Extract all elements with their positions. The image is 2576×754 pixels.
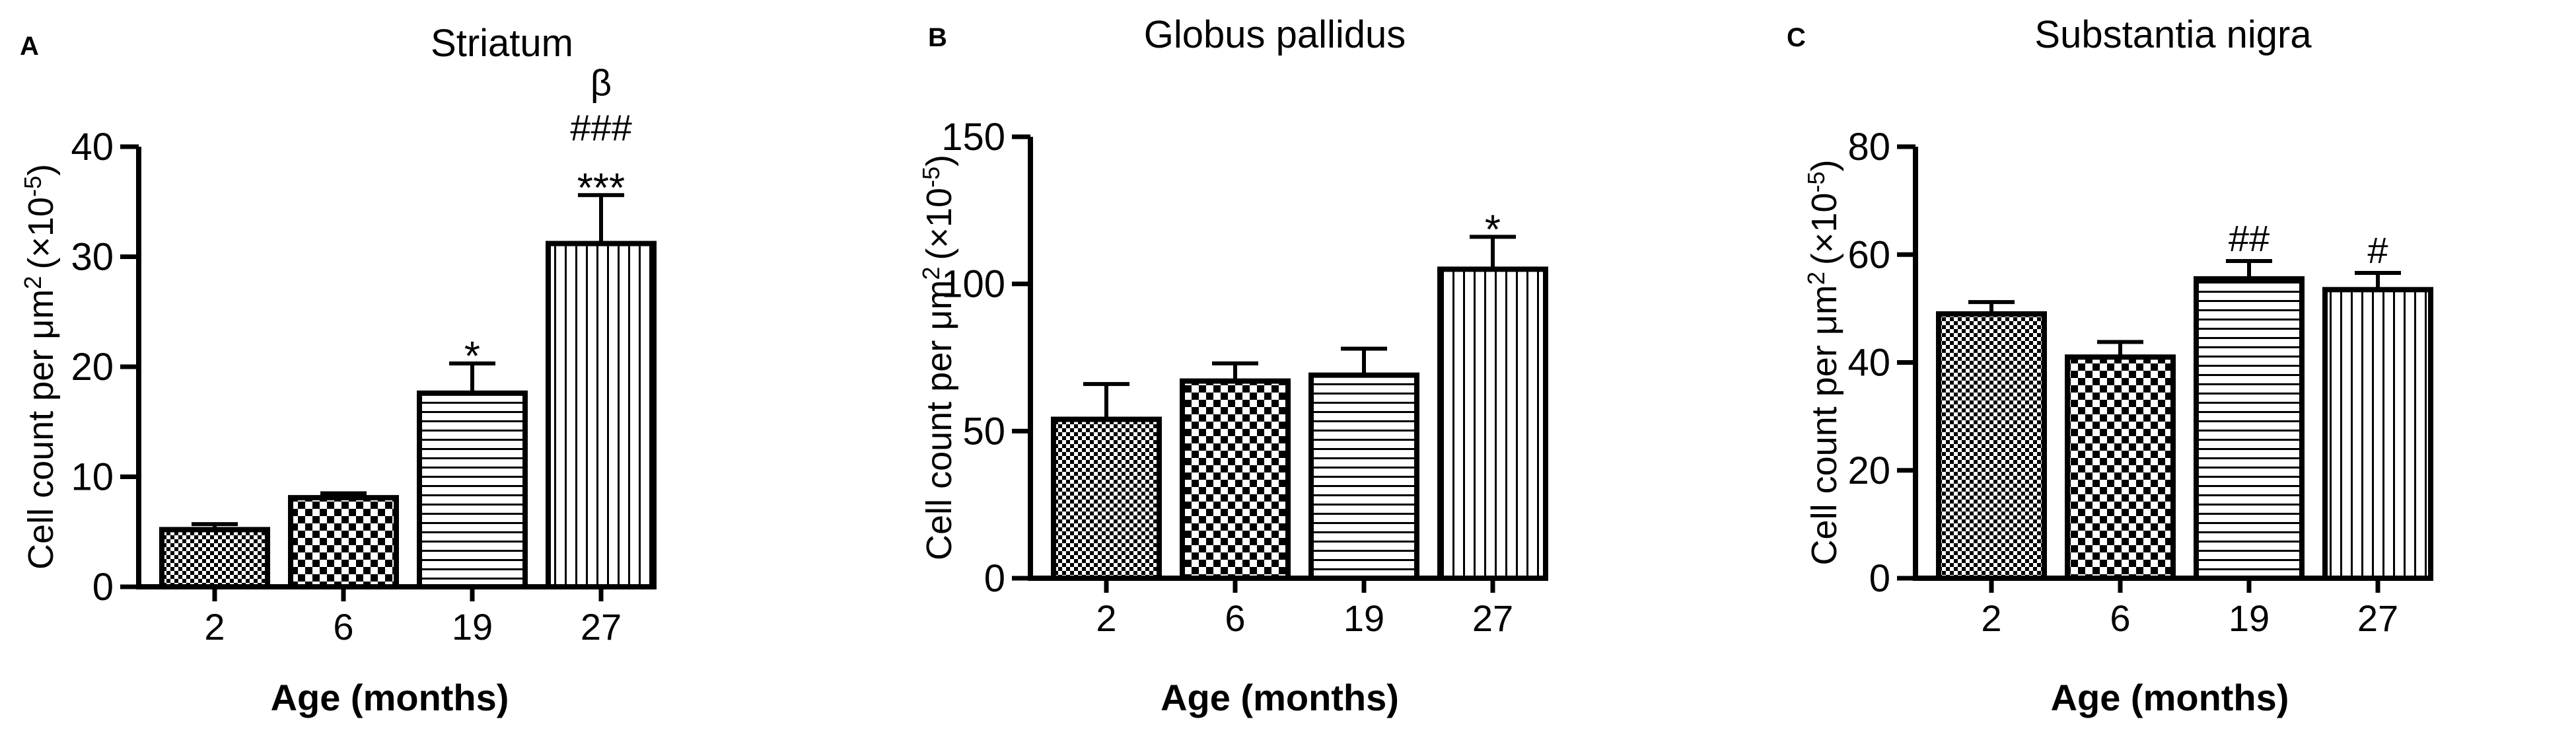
chart-title: Globus pallidus [1144, 13, 1406, 56]
x-tick-label: 27 [2357, 597, 2398, 639]
bar-6 [2065, 354, 2176, 582]
bar-2 [159, 527, 270, 589]
y-axis-label-sup: 2 [19, 276, 46, 289]
y-tick-label: 0 [92, 566, 114, 609]
bar-19 [2194, 276, 2305, 581]
panel-letter: C [1787, 23, 1806, 52]
panel-letter: B [928, 23, 947, 52]
y-axis-label-close: ) [21, 164, 61, 176]
x-tick-label: 19 [2229, 597, 2270, 639]
panel-c: C Substantia nigra 2 6 ## 19 #27 0 20 40 60 80 Age (… [1787, 13, 2433, 718]
bar-2 [1051, 416, 1162, 582]
bar-2 [1936, 311, 2047, 581]
bar-27 [546, 241, 657, 589]
bar-27 [2322, 287, 2433, 581]
x-tick-label: 19 [452, 606, 493, 648]
x-axis-label: Age (months) [271, 677, 509, 718]
x-tick-label: 2 [1096, 597, 1116, 639]
y-tick-label: 80 [1847, 126, 1890, 169]
x-tick-label: 6 [333, 606, 353, 648]
bar-27 [1437, 266, 1548, 581]
y-axis-label-close: ) [1805, 160, 1844, 172]
bar-19 [417, 390, 528, 590]
panel-a: A Striatum 2 6 * 19 *** ###β 27 0 10 20 30 40 Age (mon… [19, 22, 657, 718]
y-tick-label: 40 [1847, 342, 1890, 385]
y-axis-label-exp: -5 [917, 167, 945, 188]
y-axis-label-unit: (×10 [21, 197, 61, 270]
y-axis-label-unit: (×10 [919, 188, 959, 260]
y-axis-label-unit: (×10 [1805, 193, 1844, 266]
y-axis-label: Cell count per μm2 (×10-5) [917, 155, 959, 560]
x-tick-label: 27 [1472, 597, 1513, 639]
panel-letter: A [20, 32, 39, 61]
panel-b: B Globus pallidus 2 6 19 * 27 0 50 100 150 Age (mon… [917, 13, 1548, 718]
y-axis-label-exp: -5 [19, 176, 46, 197]
significance-label: # [2367, 229, 2388, 271]
significance-label: ## [2229, 217, 2270, 259]
significance-label: * [464, 334, 480, 379]
significance-label: ### [570, 106, 631, 148]
x-tick-label: 19 [1343, 597, 1384, 639]
y-axis-label-text: Cell count per μm [21, 289, 61, 570]
y-axis-label-exp: -5 [1803, 172, 1830, 193]
bar-6 [1180, 378, 1291, 581]
significance-label: *** [577, 165, 625, 211]
y-axis-label-sup: 2 [1803, 272, 1830, 285]
y-axis-label: Cell count per μm2 (×10-5) [1803, 160, 1844, 566]
x-tick-label: 6 [1225, 597, 1245, 639]
y-axis-label-text: Cell count per μm [919, 280, 959, 560]
y-tick-label: 100 [941, 263, 1005, 306]
y-tick-label: 40 [71, 126, 114, 169]
chart-title: Substantia nigra [2034, 13, 2312, 56]
x-tick-label: 2 [1981, 597, 2001, 639]
y-tick-label: 20 [1847, 449, 1890, 492]
significance-label: β [590, 61, 612, 103]
x-axis-label: Age (months) [1161, 677, 1399, 718]
x-axis-label: Age (months) [2051, 677, 2289, 718]
y-axis-label: Cell count per μm2 (×10-5) [19, 164, 61, 570]
y-tick-label: 10 [71, 456, 114, 499]
y-tick-label: 0 [984, 557, 1005, 600]
bar-19 [1308, 372, 1419, 581]
y-tick-label: 30 [71, 236, 114, 279]
y-axis-label-close: ) [919, 155, 959, 167]
y-tick-label: 150 [941, 116, 1005, 159]
x-tick-label: 2 [204, 606, 225, 648]
y-tick-label: 0 [1869, 557, 1890, 600]
y-tick-label: 60 [1847, 233, 1890, 276]
y-tick-label: 50 [962, 410, 1005, 453]
y-axis-label-text: Cell count per μm [1805, 285, 1844, 565]
bar-6 [288, 495, 399, 590]
y-tick-label: 20 [71, 346, 114, 389]
significance-label: * [1485, 207, 1501, 252]
x-tick-label: 6 [2110, 597, 2130, 639]
chart-title: Striatum [431, 22, 573, 65]
x-tick-label: 27 [581, 606, 622, 648]
y-axis-label-sup: 2 [917, 267, 945, 280]
